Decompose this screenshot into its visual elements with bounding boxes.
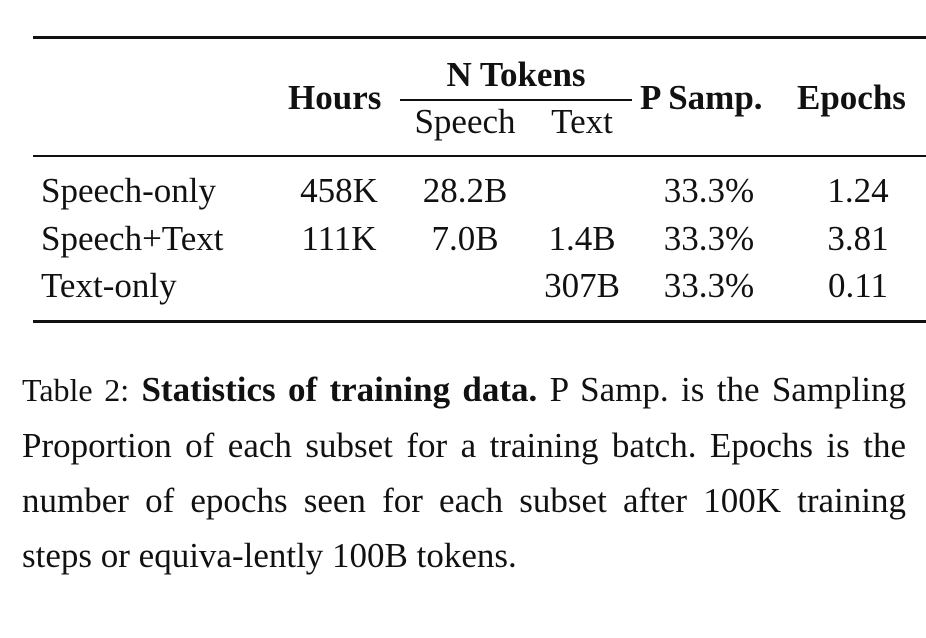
cell-text-tokens: 307B <box>544 266 620 305</box>
subheader-speech: Speech <box>414 102 516 141</box>
table-mid-rule <box>33 155 926 157</box>
header-epochs: Epochs <box>797 78 906 117</box>
n-tokens-subrule <box>400 99 632 101</box>
table-bottom-rule <box>33 320 926 323</box>
header-n-tokens: N Tokens <box>446 55 586 94</box>
cell-text-tokens: 1.4B <box>548 219 616 258</box>
caption-label: Table 2: <box>22 372 130 408</box>
cell-epochs: 1.24 <box>827 171 889 210</box>
table-top-rule <box>33 36 926 39</box>
cell-hours: 458K <box>300 171 378 210</box>
caption-bold-title: Statistics of training data. <box>141 370 538 409</box>
cell-p-samp: 33.3% <box>663 266 755 305</box>
row-name: Speech+Text <box>41 219 224 258</box>
caption-text: P Samp. is the Sampling Proportion of ea… <box>22 370 907 575</box>
table-caption: Table 2: Statistics of training data. P … <box>22 362 906 583</box>
row-name: Speech-only <box>41 171 216 210</box>
cell-p-samp: 33.3% <box>663 171 755 210</box>
cell-hours: 111K <box>301 219 377 258</box>
header-hours: Hours <box>288 78 382 117</box>
cell-p-samp: 33.3% <box>663 219 755 258</box>
cell-speech-tokens: 7.0B <box>431 219 499 258</box>
cell-speech-tokens: 28.2B <box>422 171 508 210</box>
row-name: Text-only <box>41 266 177 305</box>
subheader-text: Text <box>551 102 613 141</box>
cell-epochs: 0.11 <box>828 266 888 305</box>
header-p-samp: P Samp. <box>640 78 763 117</box>
cell-epochs: 3.81 <box>827 219 889 258</box>
